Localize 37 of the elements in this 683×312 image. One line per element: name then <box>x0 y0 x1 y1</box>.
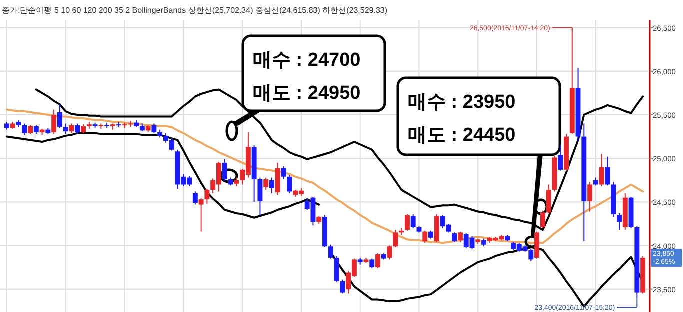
candlestick <box>75 123 80 135</box>
candlestick <box>258 177 263 216</box>
text: 종가:단순이평 5 10 60 120 200 35 2 BollingerBands 상한선(25,702.34) 중심선(24,615.83) 하한선(23,529.33) <box>2 6 388 15</box>
candlestick <box>540 210 546 229</box>
annotation: 매수 : 24700 매도 : 24950 <box>253 50 361 104</box>
candlestick <box>22 123 28 136</box>
candlestick <box>376 253 380 269</box>
candlestick <box>222 158 228 182</box>
annotation: 매수 : 23950 매도 : 24450 <box>408 92 516 146</box>
candlestick <box>152 123 157 134</box>
candlestick <box>287 174 292 194</box>
candlestick <box>281 166 286 180</box>
candlestick <box>617 213 622 231</box>
candlestick <box>52 109 57 135</box>
candlestick <box>546 184 552 214</box>
candlestick <box>605 156 610 186</box>
candlestick <box>452 232 458 243</box>
candlestick <box>393 230 398 248</box>
candlestick <box>340 279 346 294</box>
candlestick <box>270 177 274 194</box>
candlestick <box>387 245 392 260</box>
candlestick <box>458 231 463 243</box>
candlestick <box>599 154 604 187</box>
candlestick <box>328 244 334 260</box>
candlestick <box>198 198 204 232</box>
candlestick <box>264 177 269 190</box>
candlestick <box>422 230 428 244</box>
candlestick <box>370 258 375 269</box>
candlestick <box>334 256 340 283</box>
candlestick <box>558 145 564 172</box>
candlestick <box>410 214 416 229</box>
candlestick <box>204 188 210 204</box>
candlestick <box>57 104 62 129</box>
candlestick <box>588 182 593 212</box>
candlestick <box>63 123 68 135</box>
candlestick <box>404 214 410 232</box>
candlestick <box>192 191 198 206</box>
